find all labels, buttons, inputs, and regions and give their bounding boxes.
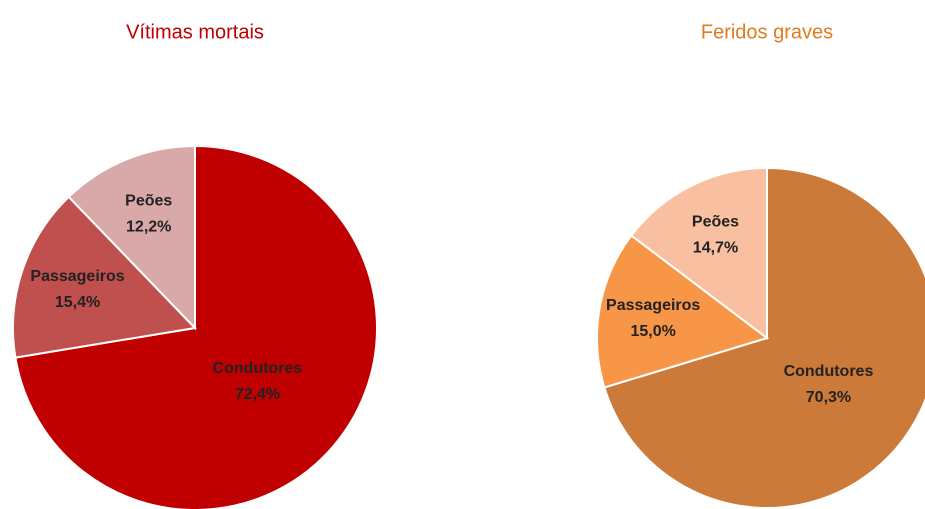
slice-value-label: 72,4% (235, 386, 280, 403)
pie-slice (596, 234, 770, 389)
slice-label: Condutores (784, 363, 874, 380)
slice-label: Passageiros (30, 268, 124, 285)
pie-slice (629, 166, 768, 341)
chart-title: Vítimas mortais (126, 21, 264, 43)
slice-label: Peões (125, 192, 172, 209)
pie-slice (603, 166, 925, 509)
chart-title: Feridos graves (701, 21, 833, 43)
slice-value-label: 12,2% (126, 218, 171, 235)
slice-label: Condutores (213, 360, 303, 377)
pie-slice (14, 144, 378, 509)
slice-label: Peões (692, 214, 739, 231)
slice-label: Passageiros (606, 297, 700, 314)
slice-value-label: 15,0% (630, 323, 675, 340)
slice-value-label: 15,4% (55, 294, 100, 311)
slice-value-label: 70,3% (806, 389, 851, 406)
pie-slice (12, 195, 198, 359)
slice-value-label: 14,7% (693, 240, 738, 257)
pie-slice (67, 144, 196, 331)
